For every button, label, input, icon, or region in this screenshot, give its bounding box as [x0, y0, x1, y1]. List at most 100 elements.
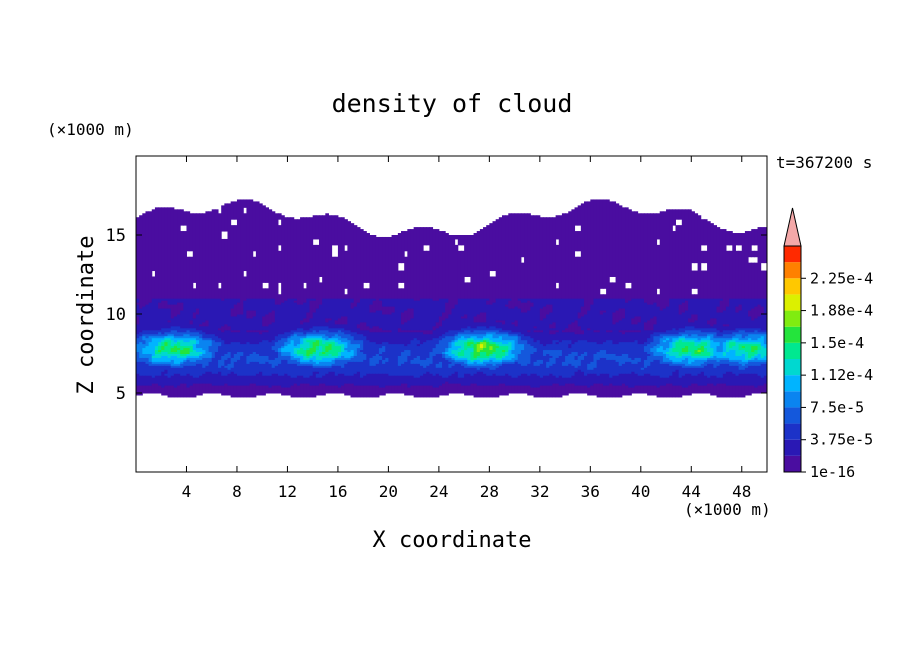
field-cell [751, 341, 755, 345]
colorbar-label: 1.88e-4 [810, 302, 873, 320]
field-cell [495, 347, 500, 358]
field-cell [501, 383, 506, 396]
field-cell [672, 351, 677, 356]
field-cell [707, 357, 711, 360]
field-cell [300, 355, 304, 362]
field-cell [479, 385, 484, 398]
field-cell [700, 341, 705, 347]
field-cell [148, 211, 153, 303]
field-cell [464, 363, 468, 368]
field-cell [164, 331, 169, 337]
field-cell [344, 357, 348, 360]
field-cell [315, 365, 320, 368]
field-cell [486, 355, 490, 358]
field-cell [479, 339, 484, 343]
field-cell [483, 373, 487, 386]
field-cell [460, 365, 465, 378]
field-cell [703, 357, 708, 360]
field-cell [448, 347, 452, 356]
field-cell [672, 363, 677, 366]
field-cell [508, 361, 512, 364]
field-cell [262, 363, 266, 376]
field-cell [700, 337, 705, 341]
field-cell [344, 341, 348, 349]
field-cell [577, 325, 582, 335]
field-cell [246, 363, 251, 376]
field-cell [312, 353, 317, 356]
field-cell [716, 377, 721, 384]
field-cell [183, 347, 187, 354]
field-cell [508, 329, 512, 335]
field-cell [407, 319, 411, 331]
field-cell [271, 211, 276, 299]
field-cell [423, 298, 427, 331]
field-cell [161, 337, 165, 341]
field-cell [224, 359, 228, 366]
field-cell [587, 373, 591, 388]
field-cell [192, 337, 197, 341]
field-cell [334, 337, 339, 343]
field-cell [397, 385, 402, 394]
field-cell [464, 373, 468, 386]
field-cell [732, 337, 736, 341]
field-cell [542, 355, 547, 376]
field-cell [265, 339, 270, 356]
field-cell [675, 339, 680, 343]
field-cell [754, 353, 759, 356]
field-cell [735, 375, 740, 386]
field-cell [277, 363, 282, 376]
field-cell [230, 201, 235, 220]
field-cell [662, 211, 667, 309]
field-cell [259, 203, 263, 299]
field-cell [233, 201, 238, 220]
field-cell [703, 385, 708, 394]
field-cell [599, 294, 604, 299]
field-cell [164, 365, 169, 370]
field-cell [347, 329, 352, 335]
field-cell [640, 367, 645, 370]
field-cell [268, 359, 273, 364]
field-cell [486, 333, 490, 339]
field-cell [195, 331, 200, 337]
field-cell [511, 385, 516, 394]
field-cell [454, 244, 459, 305]
field-cell [442, 298, 446, 313]
field-cell [486, 327, 490, 331]
field-cell [136, 304, 140, 317]
field-cell [271, 345, 276, 351]
field-cell [306, 365, 311, 378]
field-cell [643, 359, 648, 368]
field-cell [697, 357, 702, 360]
field-cell [199, 347, 203, 353]
field-cell [154, 383, 159, 394]
field-cell [697, 367, 702, 374]
field-cell [306, 361, 311, 364]
field-cell [735, 312, 740, 329]
field-cell [451, 357, 456, 360]
field-cell [325, 361, 329, 366]
field-cell [180, 339, 184, 347]
field-cell [555, 331, 560, 341]
field-cell [681, 363, 686, 368]
field-cell [483, 365, 487, 368]
field-cell [186, 337, 191, 343]
field-cell [142, 343, 146, 349]
field-cell [719, 357, 724, 360]
field-cell [382, 351, 386, 360]
field-cell [517, 385, 522, 394]
field-cell [268, 312, 273, 325]
field-cell [763, 331, 768, 335]
field-cell [653, 385, 658, 396]
field-cell [271, 298, 276, 311]
field-cell [517, 335, 522, 345]
field-cell [158, 357, 162, 362]
field-cell [549, 385, 553, 398]
field-cell [625, 341, 629, 354]
field-cell [451, 353, 456, 358]
field-cell [729, 341, 733, 349]
field-cell [451, 383, 456, 394]
field-cell [725, 385, 730, 398]
field-cell [729, 347, 733, 351]
field-cell [189, 323, 194, 329]
field-cell [195, 383, 200, 396]
